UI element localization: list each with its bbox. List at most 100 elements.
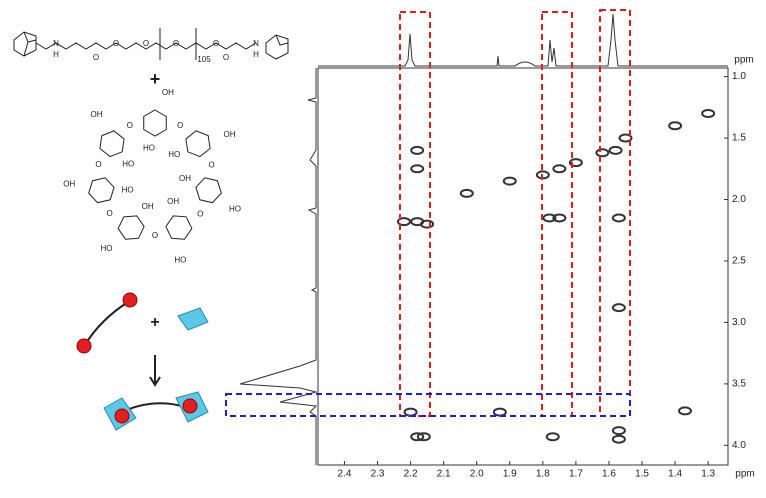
polymer-labels: N H O O O O 105 O O N H bbox=[53, 39, 259, 64]
atom-label: O bbox=[197, 209, 203, 218]
atom-label: N bbox=[53, 39, 59, 48]
repeat-count: 105 bbox=[197, 55, 211, 64]
adamantane bbox=[265, 34, 289, 60]
glucose-ring bbox=[88, 177, 115, 204]
peak bbox=[568, 158, 583, 168]
peak bbox=[611, 426, 626, 436]
peak bbox=[542, 213, 557, 223]
plus-sign: + bbox=[150, 314, 159, 331]
atom-label: O bbox=[173, 39, 179, 48]
contours bbox=[396, 108, 716, 444]
y-tick-label: 1.0 bbox=[732, 71, 746, 82]
x-tick-label: 1.6 bbox=[602, 469, 616, 480]
end-group bbox=[122, 292, 138, 308]
atom-label: OH bbox=[142, 202, 154, 211]
adamantane bbox=[13, 31, 37, 57]
glucose-ring bbox=[195, 177, 222, 204]
atom-label: O bbox=[113, 39, 119, 48]
end-group bbox=[182, 398, 198, 414]
atom-label: H bbox=[253, 50, 259, 59]
x-tick-label: 1.5 bbox=[635, 469, 649, 480]
atom-label: O bbox=[127, 121, 133, 130]
atom-label: O bbox=[177, 121, 183, 130]
atom-label: OH bbox=[167, 197, 179, 206]
peak bbox=[595, 148, 610, 158]
atom-label: HO bbox=[229, 205, 241, 214]
x-tick-label: 1.3 bbox=[701, 469, 715, 480]
peak bbox=[396, 217, 411, 227]
atom-label: OH bbox=[162, 88, 174, 97]
atom-label: O bbox=[106, 209, 112, 218]
chain bbox=[35, 42, 257, 50]
peak bbox=[608, 145, 623, 155]
y-tick-label: 3.0 bbox=[732, 317, 746, 328]
glucose-ring bbox=[117, 215, 145, 240]
x-tick-label: 1.8 bbox=[536, 469, 550, 480]
end-group bbox=[114, 408, 130, 424]
atom-label: O bbox=[95, 160, 101, 169]
peak bbox=[701, 108, 716, 118]
highlight-box bbox=[399, 11, 431, 417]
atom-label: HO bbox=[143, 144, 155, 153]
x-tick-label: 2.4 bbox=[337, 469, 351, 480]
left-projection bbox=[239, 68, 318, 465]
peak bbox=[403, 407, 418, 417]
atom-label: O bbox=[152, 231, 158, 240]
peak bbox=[410, 145, 425, 155]
peak bbox=[545, 432, 560, 442]
atom-label: OH bbox=[223, 130, 235, 139]
x-tick-label: 1.7 bbox=[569, 469, 583, 480]
atom-label: N bbox=[253, 39, 259, 48]
glucose-ring bbox=[143, 109, 167, 137]
arrow bbox=[149, 355, 161, 387]
atom-label: O bbox=[213, 39, 219, 48]
end-group bbox=[76, 338, 92, 354]
peak bbox=[502, 176, 517, 186]
x-tick-label: 2.3 bbox=[371, 469, 385, 480]
peak bbox=[678, 406, 693, 416]
atom-label: HO bbox=[122, 159, 134, 168]
x-tick-label: 2.1 bbox=[437, 469, 451, 480]
peak bbox=[668, 121, 683, 131]
glucose-ring bbox=[185, 130, 211, 158]
glucose-ring bbox=[165, 215, 193, 240]
peak bbox=[420, 219, 435, 229]
y-tick-label: 2.5 bbox=[732, 256, 746, 267]
highlight-box bbox=[541, 11, 573, 417]
peak bbox=[552, 164, 567, 174]
atom-label: H bbox=[53, 50, 59, 59]
x-tick-label: 1.4 bbox=[668, 469, 682, 480]
glucose-ring bbox=[99, 130, 125, 158]
y-tick-label: 3.5 bbox=[732, 379, 746, 390]
y-tick-label: 4.0 bbox=[732, 440, 746, 451]
atom-label: HO bbox=[122, 185, 134, 194]
x-axis-label: ppm bbox=[735, 469, 754, 480]
atom-label: HO bbox=[168, 150, 180, 159]
peak bbox=[611, 303, 626, 313]
atom-label: OH bbox=[179, 174, 191, 183]
peak bbox=[492, 407, 507, 417]
atom-label: HO bbox=[174, 255, 186, 264]
highlight-box bbox=[225, 393, 631, 417]
atom-label: HO bbox=[101, 244, 113, 253]
peak bbox=[618, 133, 633, 143]
peak bbox=[552, 213, 567, 223]
highlight-box bbox=[599, 9, 631, 417]
polymer-structure bbox=[13, 28, 289, 60]
x-tick-label: 2.2 bbox=[404, 469, 418, 480]
x-tick-label: 2.0 bbox=[470, 469, 484, 480]
peak bbox=[611, 213, 626, 223]
top-projection bbox=[318, 13, 728, 67]
atom-label: OH bbox=[63, 180, 75, 189]
peak bbox=[410, 164, 425, 174]
y-tick-label: 1.5 bbox=[732, 133, 746, 144]
peak bbox=[611, 434, 626, 444]
x-tick-label: 1.9 bbox=[503, 469, 517, 480]
atom-label: O bbox=[223, 53, 229, 62]
peak bbox=[416, 432, 431, 442]
brackets bbox=[159, 28, 197, 60]
y-axis-label: ppm bbox=[734, 55, 753, 66]
cartoon: + bbox=[76, 292, 209, 431]
plus-sign: + bbox=[150, 69, 161, 89]
